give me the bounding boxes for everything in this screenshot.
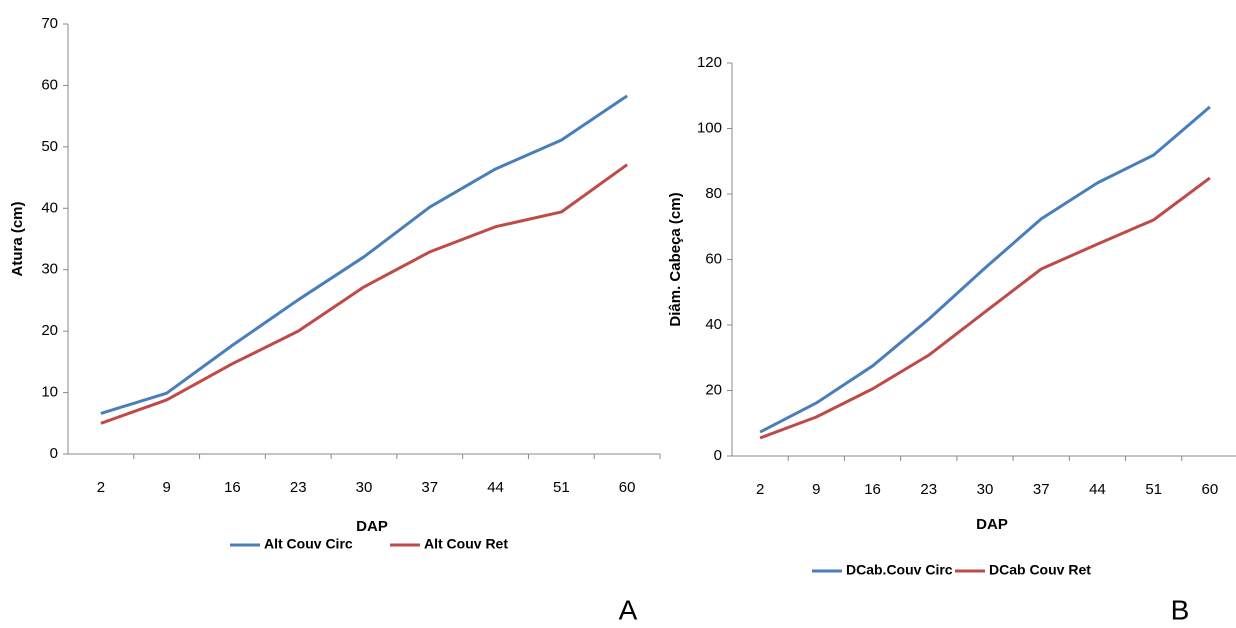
x-tick-label: 16	[864, 481, 881, 498]
x-tick-label: 2	[756, 481, 764, 498]
x-tick-label: 51	[553, 479, 570, 496]
x-tick-label: 51	[1145, 481, 1162, 498]
series-line	[100, 94, 628, 415]
y-tick-label: 0	[714, 447, 722, 464]
legend-label: DCab.Couv Circ	[846, 562, 953, 578]
y-tick-label: 50	[41, 138, 58, 155]
y-tick-label: 0	[50, 445, 58, 462]
x-tick-label: 30	[977, 481, 994, 498]
x-tick-label: 9	[812, 481, 820, 498]
x-tick-label: 23	[290, 479, 307, 496]
x-tick-label: 16	[224, 479, 241, 496]
y-tick-label: 30	[41, 261, 58, 278]
y-tick-label: 40	[705, 316, 722, 333]
legend-label: DCab Couv Ret	[989, 562, 1091, 578]
y-tick-label: 70	[41, 15, 58, 32]
y-tick-label: 100	[697, 119, 722, 136]
y-tick-label: 80	[705, 185, 722, 202]
x-tick-label: 60	[1202, 481, 1219, 498]
panel-label: A	[619, 594, 638, 625]
x-tick-label: 44	[487, 479, 504, 496]
x-tick-label: 23	[920, 481, 937, 498]
y-tick-label: 40	[41, 199, 58, 216]
x-tick-label: 9	[162, 479, 170, 496]
series-line	[100, 163, 628, 425]
legend-label: Alt Couv Ret	[424, 536, 508, 552]
x-axis-title: DAP	[356, 518, 388, 535]
x-tick-label: 44	[1089, 481, 1106, 498]
y-tick-label: 10	[41, 384, 58, 401]
y-tick-label: 60	[41, 76, 58, 93]
y-tick-label: 120	[697, 54, 722, 71]
x-axis-title: DAP	[976, 516, 1008, 533]
x-tick-label: 37	[1033, 481, 1050, 498]
y-axis-title: Atura (cm)	[9, 201, 26, 276]
y-tick-label: 60	[705, 250, 722, 267]
x-tick-label: 2	[97, 479, 105, 496]
x-tick-label: 37	[421, 479, 438, 496]
x-tick-label: 60	[619, 479, 636, 496]
series-line	[759, 176, 1211, 440]
panel-label: B	[1171, 594, 1190, 625]
series-line	[759, 105, 1211, 434]
legend-label: Alt Couv Circ	[264, 536, 353, 552]
x-tick-label: 30	[356, 479, 373, 496]
y-tick-label: 20	[705, 381, 722, 398]
y-axis-title: Diâm. Cabeça (cm)	[667, 192, 684, 326]
y-tick-label: 20	[41, 322, 58, 339]
